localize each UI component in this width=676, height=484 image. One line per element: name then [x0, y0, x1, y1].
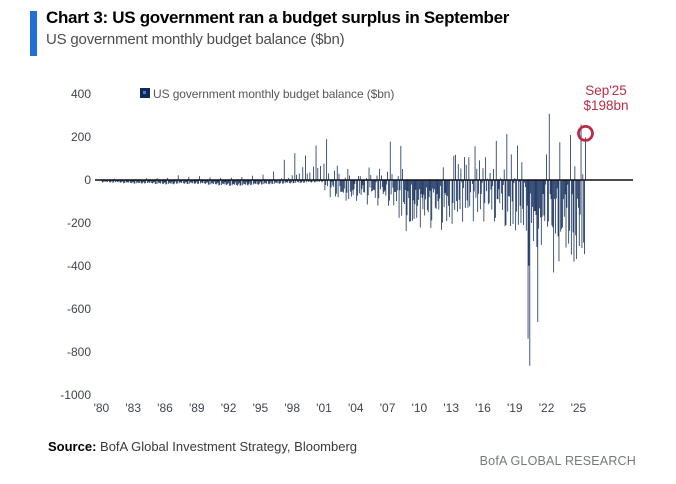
- svg-text:'04: '04: [348, 401, 364, 415]
- legend-square-marker-icon: [140, 88, 150, 98]
- svg-text:'22: '22: [539, 401, 555, 415]
- chart-subtitle: US government monthly budget balance ($b…: [46, 31, 345, 48]
- svg-text:400: 400: [71, 87, 91, 101]
- svg-text:'19: '19: [507, 401, 523, 415]
- highlight-circle: [577, 124, 594, 142]
- svg-text:'25: '25: [571, 401, 587, 415]
- svg-text:'13: '13: [443, 401, 459, 415]
- svg-text:'16: '16: [475, 401, 491, 415]
- chart-title: Chart 3: US government ran a budget surp…: [46, 8, 510, 27]
- svg-text:'10: '10: [412, 401, 428, 415]
- legend-label: US government monthly budget balance ($b…: [153, 87, 395, 101]
- annotation-date: Sep'25: [585, 83, 627, 98]
- svg-text:'83: '83: [125, 401, 141, 415]
- svg-text:'92: '92: [221, 401, 237, 415]
- x-axis-labels: '80 '83 '86 '89 '92 '95 '98 '01 '04 '07 '10 '13 '16 '…: [94, 401, 587, 415]
- svg-text:-1000: -1000: [60, 388, 91, 402]
- svg-text:'01: '01: [316, 401, 332, 415]
- svg-text:-800: -800: [67, 345, 91, 359]
- svg-text:-600: -600: [67, 302, 91, 316]
- source-line: Source: BofA Global Investment Strategy,…: [48, 439, 357, 454]
- source-label: Source:: [48, 439, 97, 454]
- svg-text:200: 200: [71, 130, 91, 144]
- svg-text:-400: -400: [67, 259, 91, 273]
- svg-text:'07: '07: [380, 401, 396, 415]
- svg-text:'95: '95: [253, 401, 269, 415]
- svg-text:'86: '86: [157, 401, 173, 415]
- svg-text:'98: '98: [284, 401, 300, 415]
- legend: US government monthly budget balance ($b…: [140, 87, 394, 101]
- source-text: BofA Global Investment Strategy, Bloombe…: [96, 439, 358, 454]
- svg-text:-200: -200: [67, 216, 91, 230]
- annotation-value: $198bn: [583, 98, 629, 113]
- bar-series: [101, 113, 586, 366]
- svg-text:'89: '89: [189, 401, 205, 415]
- y-axis-labels: 400 200 0 -200 -400 -600 -800 -1000: [60, 87, 91, 402]
- svg-text:'80: '80: [94, 401, 110, 415]
- brand-text: BofA GLOBAL RESEARCH: [479, 454, 636, 468]
- svg-text:0: 0: [84, 173, 91, 187]
- highlight-annotation: Sep'25 $198bn: [572, 83, 640, 113]
- title-accent-bar: [30, 11, 37, 56]
